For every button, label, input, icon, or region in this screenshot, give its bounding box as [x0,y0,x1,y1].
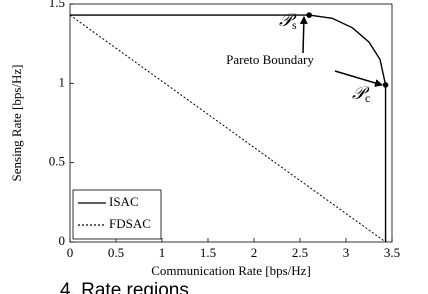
legend-label: ISAC [109,194,139,209]
annotation: 𝒫s [279,10,297,32]
x-tick-label: 2.5 [292,245,308,260]
x-tick-label: 1.5 [200,245,216,260]
series-line [69,14,386,243]
annotation: Pareto Boundary [226,52,314,67]
pareto-point [306,12,313,18]
legend-label: FDSAC [109,216,151,231]
x-tick-label: 2 [251,245,258,260]
y-tick-label: 0 [59,233,66,248]
annotation-sub: c [365,91,370,105]
caption: 4. Rate regions [60,280,189,294]
plot-frame [69,3,393,243]
annotation-sub: s [292,18,297,32]
series-line [70,14,387,242]
y-axis-label: Sensing Rate [bps/Hz] [9,65,24,182]
y-tick-label: 0.5 [49,154,65,169]
arrow [334,70,383,87]
x-axis-label: Communication Rate [bps/Hz] [151,263,311,278]
x-tick-label: 0 [67,245,74,260]
y-tick-label: 1.5 [49,0,65,10]
x-tick-label: 3 [343,245,350,260]
x-tick-label: 0.5 [108,245,124,260]
x-tick-label: 1 [159,245,166,260]
y-tick-label: 1 [59,74,66,89]
arrow [299,16,308,54]
x-tick-label: 3.5 [384,245,400,260]
annotation: 𝒫c [352,83,370,105]
legend-box [72,189,162,240]
pareto-point [382,82,389,88]
